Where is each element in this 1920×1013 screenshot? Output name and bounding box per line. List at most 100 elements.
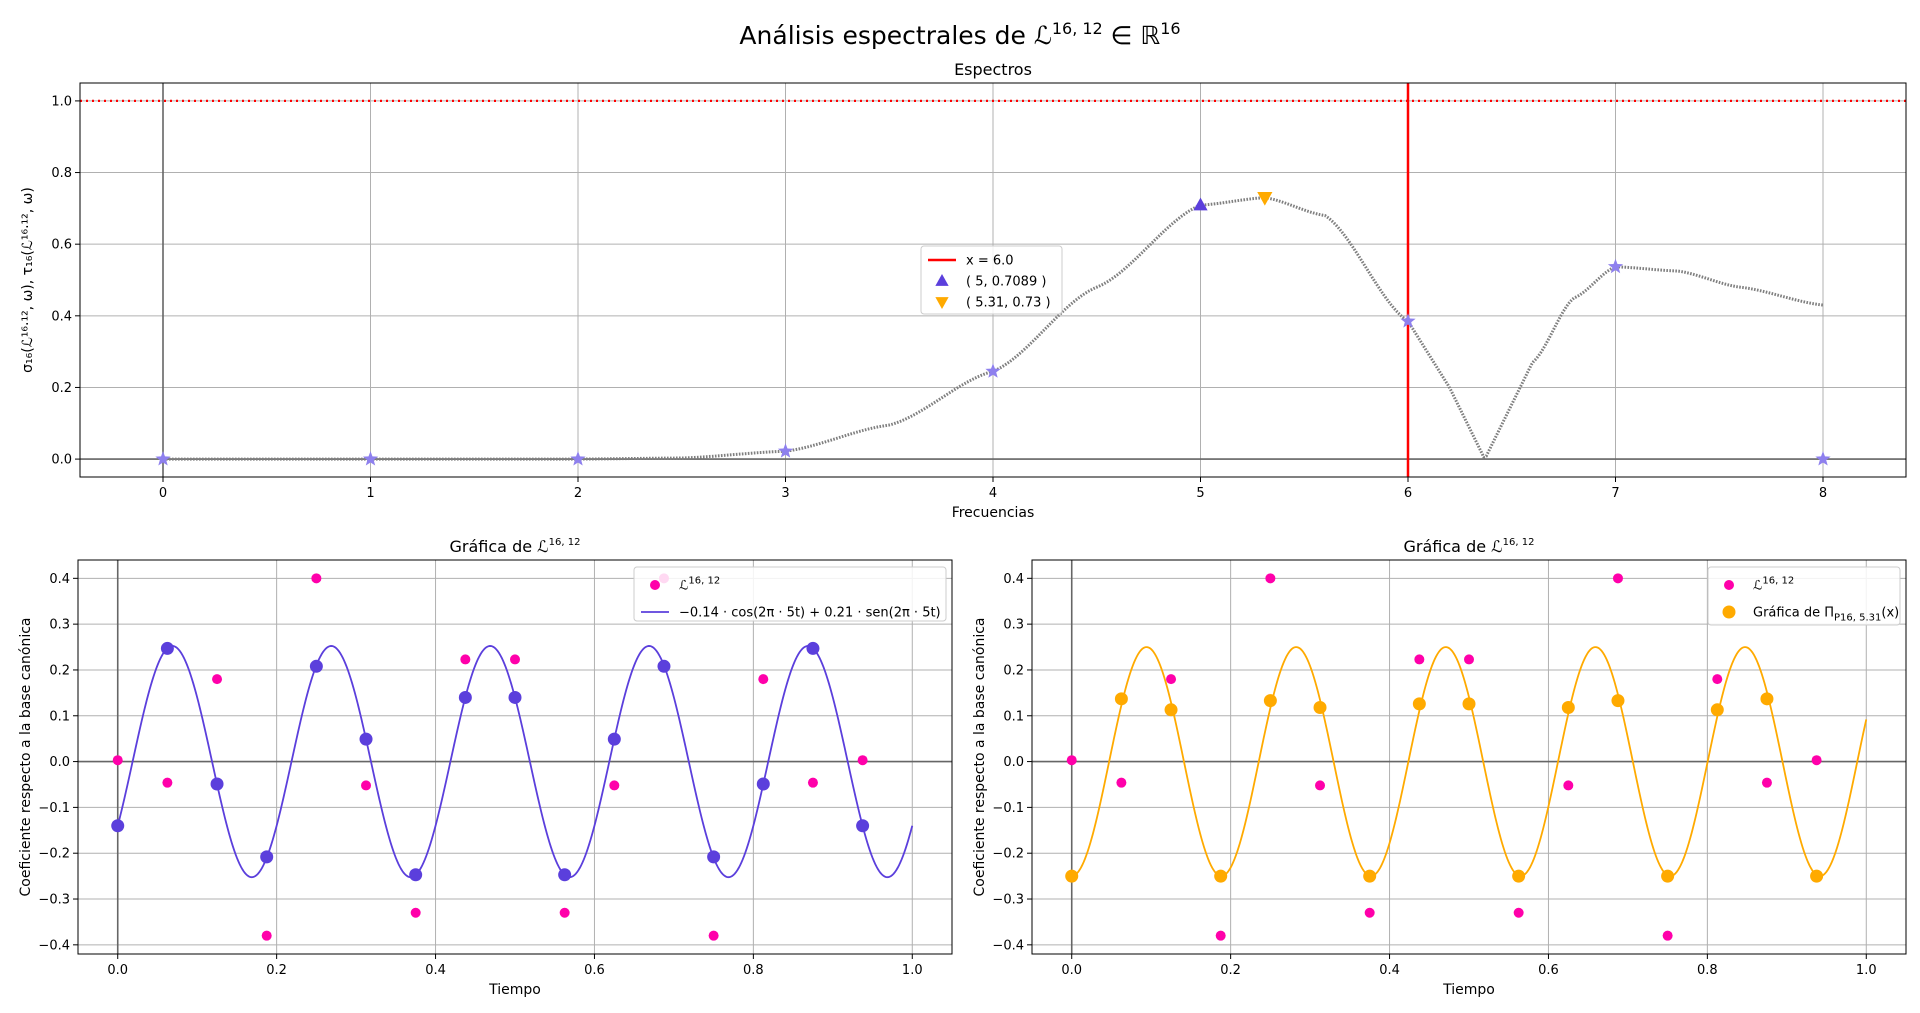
max-triangle-down-marker [1257,192,1273,206]
y-tick-label: −0.2 [38,847,70,862]
fit-point [1363,869,1377,883]
signal-point [1612,573,1623,584]
y-tick-label: 0.8 [51,166,72,181]
x-tick-label: 0.4 [1379,963,1400,978]
signal-point [1811,755,1822,766]
spectrum-chart: 0 1 2 3 4 5 6 7 8 0.0 0.2 0.4 0.6 0.8 1.0 Frecuencias σ₁… [20,60,1907,521]
x-axis-label: Tiempo [1442,982,1495,998]
legend-label-text: ℒ [1753,579,1762,594]
x-tick-label: 4 [989,486,997,501]
signal-point [1116,777,1127,788]
y-tick-label: −0.4 [992,938,1024,953]
y-tick-label: −0.2 [992,847,1024,862]
x-axis-label: Tiempo [488,982,541,998]
legend-label: −0.14 · cos(2π · 5t) + 0.21 · sen(2π · 5… [679,606,941,621]
fit-point [756,777,770,791]
signal-point [708,930,719,941]
signal-point [1315,780,1326,791]
legend-label-text: −0.14 · cos(2π · 5t) + 0.21 · sen(2π · 5… [679,606,941,621]
x-tick-label: 0 [159,486,167,501]
fit-point [210,777,224,791]
signal-point [1662,930,1673,941]
legend-label-sub: P16, 5.31 [1834,613,1881,624]
x-tick-label: 0.2 [1220,963,1241,978]
x-tick-label: 7 [1611,486,1619,501]
x-tick-label: 5 [1196,486,1204,501]
y-tick-label: 0.4 [1003,572,1024,587]
signal-point [1364,907,1375,918]
y-axis-label: Coeficiente respecto a la base canónica [18,618,34,897]
x-tick-label: 1.0 [902,963,923,978]
fit-point [260,850,274,864]
figure-title: Análisis espectrales de ℒ16, 12 ∈ ℝ16 [739,19,1180,50]
fit-point [359,732,373,746]
y-tick-label: 0.0 [1003,755,1024,770]
plot-frame [1031,559,1907,955]
y-tick-label: 0.2 [49,663,70,678]
y-tick-label: 0.0 [51,453,72,468]
legend-label: ( 5.31, 0.73 ) [966,296,1051,311]
signal-point [1761,777,1772,788]
fit-point [1661,869,1675,883]
fit-point [458,690,472,704]
y-tick-label: 0.2 [1003,663,1024,678]
x-tick-label: 1.0 [1856,963,1877,978]
legend-box [920,245,1063,315]
legend-label: Gráfica de ΠP16, 5.31(x) [1753,606,1899,624]
x-tick-label: 0.0 [107,963,128,978]
y-axis-label: Coeficiente respecto a la base canónica [972,618,988,897]
y-tick-label: 0.2 [51,381,72,396]
spectrum-star-point [1607,258,1624,274]
max-triangle-up-marker [1193,197,1208,211]
y-tick-label: −0.1 [38,801,70,816]
signal-point [1464,654,1474,665]
signal-point [609,780,620,791]
y-tick-label: −0.3 [992,893,1024,908]
signal-point [510,654,520,665]
signal-point [1265,573,1276,584]
spectrum-star-point [985,363,1001,378]
spectrum-star-point [570,451,586,466]
signal-point [361,780,372,791]
signal-point [162,777,173,788]
legend-label: ( 5, 0.7089 ) [966,275,1046,290]
y-tick-label: 0.3 [49,618,70,633]
signal-point [1712,674,1723,685]
x-tick-label: 2 [574,486,582,501]
spectrum-star-point [1815,451,1831,466]
x-tick-label: 0.8 [1697,963,1718,978]
legend-box [633,566,947,622]
x-axis-label: Frecuencias [952,505,1035,521]
y-tick-label: 0.6 [51,238,72,253]
fit-point [558,868,572,882]
legend-label: x = 6.0 [966,254,1014,269]
fit-point [409,868,423,882]
signal-point [1066,755,1077,766]
y-tick-label: 0.1 [49,709,70,724]
fit-point [707,850,721,864]
signal-point [1563,780,1574,791]
chart-title-text: Gráfica de ℒ [1404,537,1503,556]
signal-point [758,674,769,685]
fit-point [1810,869,1824,883]
legend-box [1707,566,1901,626]
chart-title: Espectros [954,60,1032,79]
signal-point [460,654,471,665]
legend-triangle-down-swatch [935,297,949,309]
chart-title-sup: 16, 12 [1503,537,1535,548]
legend-label: ℒ16, 12 [1753,576,1794,594]
fit-point [1561,701,1575,715]
fit-point [1164,703,1178,717]
legend-dot-swatch [1724,580,1734,590]
fit-point [1760,692,1774,706]
x-tick-label: 0.0 [1061,963,1082,978]
chart-title-text: Gráfica de ℒ [450,537,549,556]
x-tick-label: 0.4 [425,963,446,978]
legend-label-sup: 16, 12 [1762,576,1794,587]
signal-point [1513,907,1524,918]
signal-point [1414,654,1425,665]
fit-point [1611,694,1625,708]
plot-frame [77,559,953,955]
plot-frame [79,82,1907,478]
